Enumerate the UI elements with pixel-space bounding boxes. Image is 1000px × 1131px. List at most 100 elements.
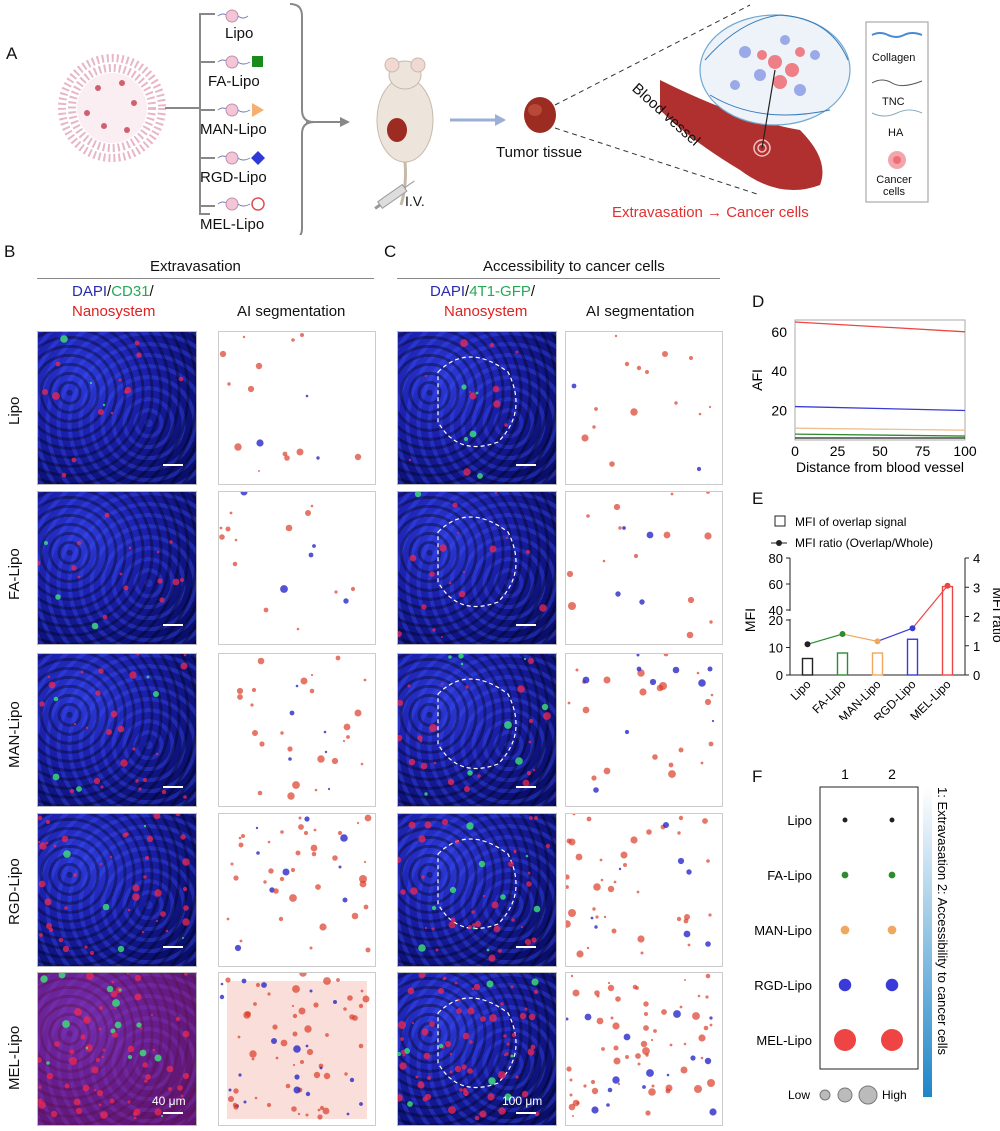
chart-f-dot (881, 1029, 903, 1051)
mouse-icon (376, 57, 434, 206)
c-fluor-mel-lipo (397, 972, 557, 1126)
chart-f-size-legend-dot (819, 1089, 831, 1101)
iv-label: I.V. (405, 193, 425, 209)
panel-e-label: E (752, 489, 764, 508)
chart-f: 1 2 Lipo FA-Lipo MAN-Lipo RGD-Lipo MEL-Lipo 1: … (754, 766, 950, 1105)
chart-e-ylabel: MFI (742, 608, 758, 632)
panel-c-label: C (384, 242, 397, 261)
b-fluor-fa-lipo (37, 491, 197, 645)
scale-bar-c (516, 786, 536, 788)
a-man-lipo-label: MAN-Lipo (200, 121, 267, 138)
b-seg-rgd-lipo (218, 813, 376, 967)
legend-cancer-cells: Cancer cells (876, 174, 912, 198)
chart-f-row-label: MEL-Lipo (756, 1033, 812, 1048)
scale-bar-b (163, 786, 183, 788)
chart-e-y2tick: 0 (973, 668, 980, 683)
legend-collagen: Collagen (872, 52, 916, 64)
scale-label-b: 40 μm (152, 1094, 186, 1108)
chart-e-legend-0: MFI of overlap signal (795, 515, 906, 529)
b-fluor-mel-lipo (37, 972, 197, 1126)
b-seg-mel-lipo (218, 972, 376, 1126)
panel-b-col1-nano: Nanosystem (72, 303, 156, 320)
c-seg-rgd-lipo (565, 813, 723, 967)
row-label-lipo: Lipo (6, 396, 23, 425)
chart-e-y2tick: 3 (973, 580, 980, 595)
scale-bar-c (516, 464, 536, 466)
scale-bar-b (163, 624, 183, 626)
chart-e: MFI of overlap signal MFI ratio (Overlap/… (742, 515, 1000, 720)
chart-d-xtick: 75 (915, 443, 931, 459)
chart-e-ratio-segment (842, 633, 878, 642)
chart-e-bar (871, 652, 884, 676)
chart-e-xtick: Lipo (788, 677, 814, 703)
chart-e-ratio-segment (807, 633, 843, 645)
chart-e-ytick: 10 (769, 641, 783, 656)
chart-e-ratio-segment (877, 627, 913, 642)
scale-bar-b (163, 946, 183, 948)
chart-f-row-label: MAN-Lipo (754, 923, 812, 938)
row-label-man-lipo: MAN-Lipo (6, 701, 23, 768)
b-fluor-lipo (37, 331, 197, 485)
chart-d-frame (794, 319, 966, 441)
a-fa-lipo-label: FA-Lipo (208, 73, 260, 90)
scale-bar-c (516, 946, 536, 948)
row-label-rgd-lipo: RGD-Lipo (6, 858, 23, 925)
c-seg-man-lipo (565, 653, 723, 807)
chart-f-column-label: 1 (841, 766, 849, 782)
chart-f-dot (841, 871, 849, 879)
chart-f-size-legend-dot (837, 1087, 853, 1103)
chart-d-ytick: 40 (771, 363, 787, 379)
tnc-icon (871, 79, 923, 87)
chart-f-size-high: High (882, 1088, 907, 1102)
c-seg-fa-lipo (565, 491, 723, 645)
chart-f-side-label: 1: Extravasation 2: Accessibility to can… (935, 787, 950, 1056)
legend-ha: HA (888, 127, 904, 139)
panel-f-label: F (752, 767, 763, 786)
extravasation-label: Extravasation → Cancer cells (612, 204, 809, 221)
b-seg-lipo (218, 331, 376, 485)
chart-f-dot (885, 978, 899, 992)
chart-e-legend-1: MFI ratio (Overlap/Whole) (795, 536, 933, 550)
chart-d-series-3 (794, 433, 966, 437)
panel-c-col1-label: DAPI/4T1-GFP/ (430, 283, 536, 300)
collagen-icon (871, 32, 923, 38)
tumor-tissue-label: Tumor tissue (496, 144, 583, 161)
chart-e-ytick: 20 (769, 613, 783, 628)
panel-c-rule (397, 278, 720, 279)
chart-d-xlabel: Distance from blood vessel (796, 459, 964, 475)
b-fluor-rgd-lipo (37, 813, 197, 967)
panel-b-col2-label: AI segmentation (237, 303, 346, 320)
tumor-icon (524, 97, 556, 133)
chart-d-xtick: 50 (872, 443, 888, 459)
chart-d-series-2 (794, 427, 966, 431)
chart-d-xtick: 0 (791, 443, 799, 459)
tissue-cluster-icon (699, 14, 851, 149)
panel-c-col2-label: AI segmentation (586, 303, 695, 320)
chart-e-y2tick: 1 (973, 639, 980, 654)
chart-e-ratio-point (804, 641, 811, 648)
panel-c-title: Accessibility to cancer cells (483, 258, 665, 275)
c-fluor-man-lipo (397, 653, 557, 807)
panel-a-label: A (6, 44, 18, 63)
chart-d-ylabel: AFI (749, 369, 765, 391)
chart-e-bar (801, 657, 814, 676)
chart-f-frame (819, 786, 919, 1070)
chart-f-dot (834, 1029, 856, 1051)
chart-e-ratio-point (874, 638, 881, 645)
c-fluor-rgd-lipo (397, 813, 557, 967)
c-seg-mel-lipo (565, 972, 723, 1126)
scale-bar-c (516, 1112, 536, 1114)
chart-f-row-label: Lipo (787, 813, 812, 828)
legend-tnc: TNC (882, 96, 905, 108)
liposome-icon (58, 54, 166, 162)
chart-f-dot (887, 925, 897, 935)
chart-e-bar (906, 638, 919, 676)
chart-f-dot (840, 925, 850, 935)
scale-bar-b (163, 1112, 183, 1114)
chart-e-bar (941, 585, 954, 676)
chart-f-row-label: FA-Lipo (767, 868, 812, 883)
chart-d-xtick: 25 (830, 443, 846, 459)
a-lipo-label: Lipo (225, 25, 254, 42)
chart-f-dot (838, 978, 852, 992)
chart-e-ratio-point (944, 582, 951, 589)
